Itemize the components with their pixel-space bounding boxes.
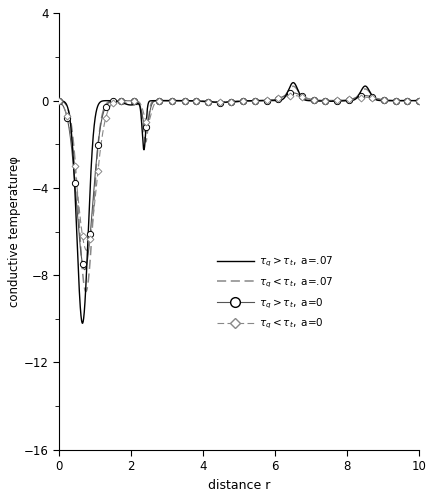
Y-axis label: conductive temperatureφ: conductive temperatureφ bbox=[8, 156, 21, 307]
Legend: $\tau_q>\tau_t,$ a=.07, $\tau_q<\tau_t,$ a=.07, $\tau_q>\tau_t,$ a=0, $\tau_q<\t: $\tau_q>\tau_t,$ a=.07, $\tau_q<\tau_t,$… bbox=[213, 250, 337, 336]
X-axis label: distance r: distance r bbox=[207, 478, 270, 492]
